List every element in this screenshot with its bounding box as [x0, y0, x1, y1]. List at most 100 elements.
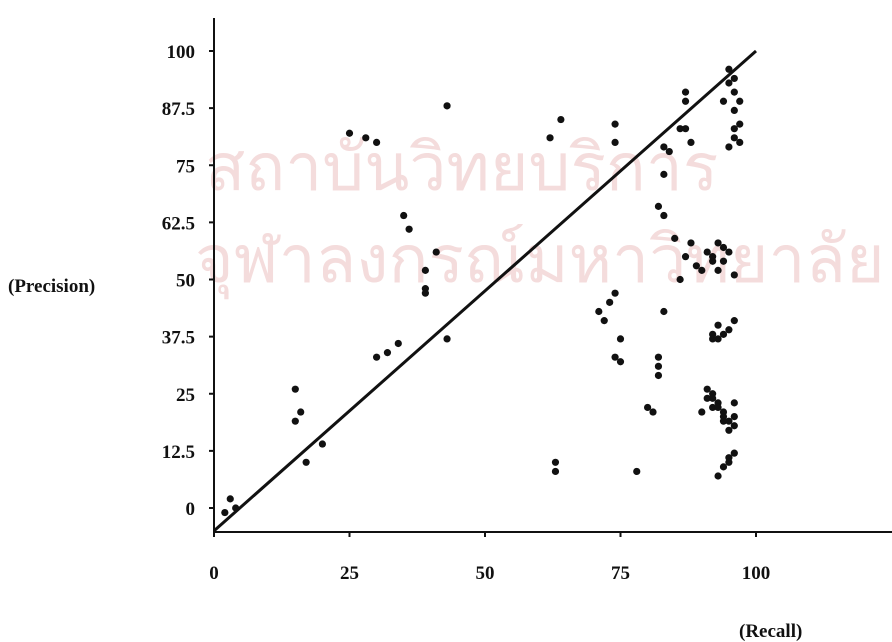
data-point	[692, 262, 700, 270]
data-point	[681, 253, 690, 261]
data-point	[660, 170, 668, 178]
data-point	[421, 289, 429, 297]
y-tick-label: 37.5	[162, 328, 195, 349]
data-point	[719, 330, 728, 338]
data-point	[730, 422, 738, 430]
data-point	[443, 335, 451, 343]
data-point	[730, 88, 738, 96]
watermark-line-2: จุฬาลงกรณ์มหาวิทยาลัย	[195, 221, 885, 300]
data-point	[725, 143, 733, 151]
data-point	[725, 326, 733, 334]
data-point	[725, 458, 733, 466]
data-point	[714, 321, 722, 329]
data-point	[654, 362, 663, 370]
data-point	[318, 440, 326, 448]
data-point	[611, 138, 619, 146]
data-point	[660, 143, 668, 151]
data-point	[297, 408, 305, 416]
data-point	[644, 403, 652, 412]
data-point	[611, 353, 619, 361]
data-point	[736, 120, 744, 128]
data-point	[714, 403, 722, 412]
data-point	[730, 106, 738, 115]
data-point	[373, 138, 381, 146]
data-point	[421, 266, 429, 274]
data-point	[443, 102, 451, 110]
data-point	[681, 97, 690, 105]
data-point	[611, 120, 619, 128]
data-point	[291, 385, 299, 393]
data-point	[616, 335, 625, 343]
data-point	[373, 353, 381, 361]
data-point	[400, 211, 408, 220]
data-point	[714, 266, 722, 274]
watermark-line-1: สถาบันวิทยบริการ	[205, 129, 718, 206]
data-point	[730, 449, 738, 457]
data-point	[226, 495, 234, 503]
data-point	[660, 307, 668, 316]
x-tick-label: 75	[611, 563, 630, 584]
data-point	[676, 125, 684, 133]
data-point	[616, 358, 625, 366]
data-point	[725, 248, 733, 256]
data-point	[654, 353, 663, 361]
data-point	[709, 403, 717, 412]
y-tick-label: 75	[176, 156, 195, 177]
data-point	[291, 417, 299, 425]
data-point	[719, 97, 728, 105]
data-point	[649, 408, 657, 416]
data-point	[687, 138, 695, 146]
y-tick-label: 0	[186, 499, 196, 520]
y-tick-label: 87.5	[162, 99, 195, 120]
data-point	[394, 339, 402, 348]
data-point	[676, 275, 684, 284]
x-tick-label: 100	[742, 563, 771, 584]
data-point	[681, 88, 690, 96]
x-tick-label: 0	[209, 563, 219, 584]
data-point	[725, 79, 733, 87]
data-point	[302, 458, 310, 466]
data-point	[611, 289, 619, 297]
y-tick-label: 100	[167, 42, 196, 63]
data-point	[681, 125, 690, 133]
data-point	[595, 307, 603, 316]
data-point	[714, 239, 722, 247]
data-point	[736, 97, 744, 105]
y-axis-title: (Precision)	[8, 276, 95, 297]
y-tick-label: 62.5	[162, 213, 195, 234]
y-tick-label: 50	[176, 271, 195, 292]
data-point	[665, 147, 673, 156]
data-point	[546, 134, 554, 142]
points-layer	[221, 65, 744, 517]
data-point	[709, 253, 717, 261]
data-point	[736, 138, 744, 146]
data-point	[730, 317, 738, 325]
data-point	[660, 211, 668, 220]
data-point	[730, 399, 738, 407]
data-point	[345, 129, 354, 137]
data-point	[671, 234, 679, 242]
data-point	[709, 335, 717, 343]
data-point	[606, 298, 614, 306]
data-point	[730, 74, 738, 83]
data-point	[557, 115, 565, 124]
data-point	[719, 257, 728, 265]
y-tick-label: 12.5	[162, 442, 195, 463]
data-point	[730, 271, 738, 279]
x-tick-label: 50	[476, 563, 495, 584]
data-point	[730, 413, 738, 421]
data-point	[232, 504, 240, 512]
data-point	[719, 463, 728, 471]
data-point	[654, 371, 663, 380]
data-point	[654, 202, 663, 210]
data-point	[698, 408, 706, 416]
data-point	[703, 385, 711, 393]
data-point	[719, 417, 728, 425]
data-point	[687, 239, 695, 247]
tick-labels: 0 12.5 25 37.5 50 62.5 75 87.5 100 0 25 50 75 100	[162, 42, 771, 584]
x-tick-label: 25	[340, 563, 359, 584]
data-point	[730, 134, 738, 142]
diagonal-reference-line	[213, 49, 757, 532]
data-point	[725, 426, 733, 434]
